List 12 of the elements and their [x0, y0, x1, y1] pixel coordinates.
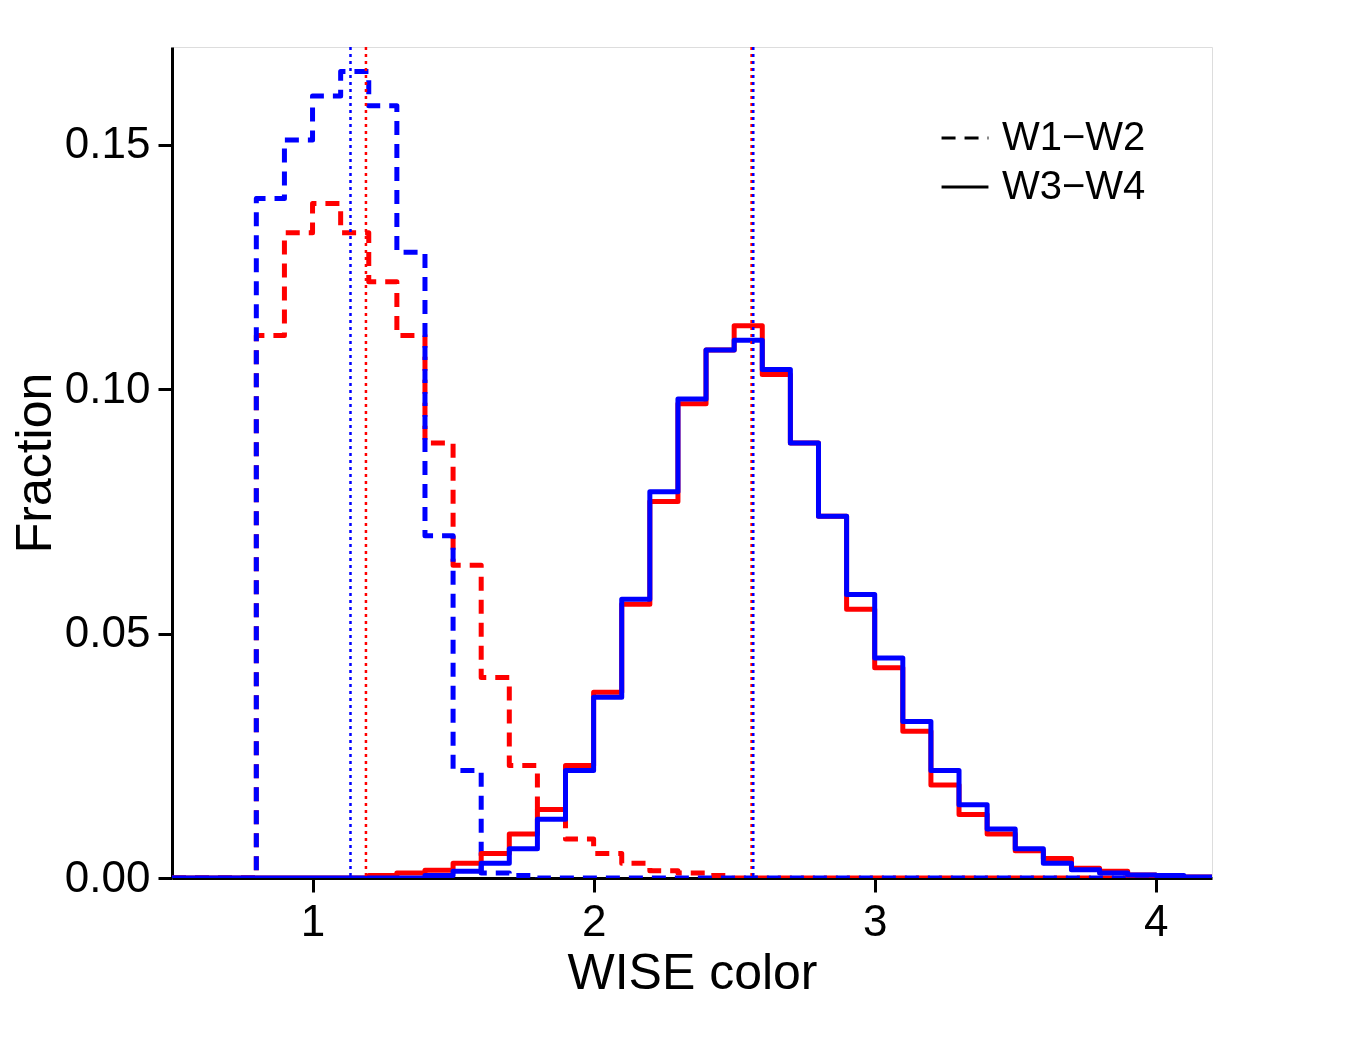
- y-tick-label: 0.10: [64, 362, 151, 412]
- y-tick-label: 0.05: [64, 607, 151, 657]
- annotation: W3−W4: [1002, 163, 1146, 207]
- y-tick-label: 0.15: [64, 118, 151, 168]
- x-tick-label: 2: [581, 895, 607, 945]
- y-axis-title: Fraction: [5, 372, 62, 554]
- y-tick-label: 0.00: [64, 851, 151, 901]
- x-axis-title: WISE color: [567, 943, 818, 1000]
- x-tick-label: 1: [300, 895, 326, 945]
- annotation: W1−W2: [1002, 114, 1146, 158]
- x-tick-label: 3: [862, 895, 888, 945]
- x-tick-label: 4: [1144, 895, 1169, 945]
